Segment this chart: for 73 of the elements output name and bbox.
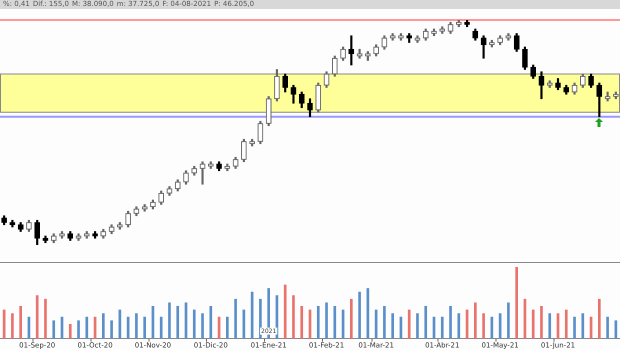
bar [184,302,188,339]
bar [614,320,618,339]
bar [474,302,477,339]
bar [440,316,444,339]
bar [276,295,278,339]
bar [68,324,72,339]
bar [457,313,460,339]
bar [118,310,122,339]
bar [316,306,320,339]
bar [573,316,576,339]
bar [11,313,14,339]
bar [564,310,568,339]
bar [85,316,88,339]
bar [540,306,543,339]
bar [28,316,30,339]
bar [350,298,353,339]
bar [366,288,370,339]
bar [490,316,494,339]
bar [60,316,64,339]
bar [449,306,452,339]
bar [400,316,402,339]
bar [143,316,146,339]
bar [507,302,510,339]
bar [218,316,220,339]
bar [590,316,592,339]
bar [36,295,39,339]
bar [416,313,419,339]
bar [432,316,436,339]
bar [482,313,485,339]
bar [44,298,47,339]
bar [234,298,237,339]
bar [532,310,535,339]
bar [102,313,105,339]
bar [160,316,163,339]
bar [176,306,180,339]
bar [250,292,254,339]
bar [598,298,601,339]
bar [226,316,229,339]
bar [581,313,584,339]
bar [358,292,361,339]
bar [126,316,130,339]
bar [192,310,196,339]
bar [524,298,526,339]
bar [284,284,287,339]
bar [515,267,518,339]
bar [308,310,312,339]
bar [342,310,344,339]
bar [19,306,22,339]
bar [325,302,328,339]
bar [94,316,96,339]
bar [333,306,336,339]
bar [201,313,204,339]
bar [110,320,113,339]
bar [52,320,56,339]
bar [606,316,609,339]
bar [383,306,386,339]
bar [292,295,295,339]
bar [300,306,304,339]
bar [209,306,212,339]
bar [408,310,411,339]
bar [498,313,502,339]
bar [168,302,171,339]
bar [2,310,6,339]
bar [391,313,394,339]
bar [374,310,378,339]
bar [548,313,552,339]
bar [77,320,80,339]
bar [466,310,468,339]
bar [242,310,246,339]
bar [135,313,138,339]
bar [424,306,428,339]
bar [556,313,560,339]
bar [152,306,154,339]
